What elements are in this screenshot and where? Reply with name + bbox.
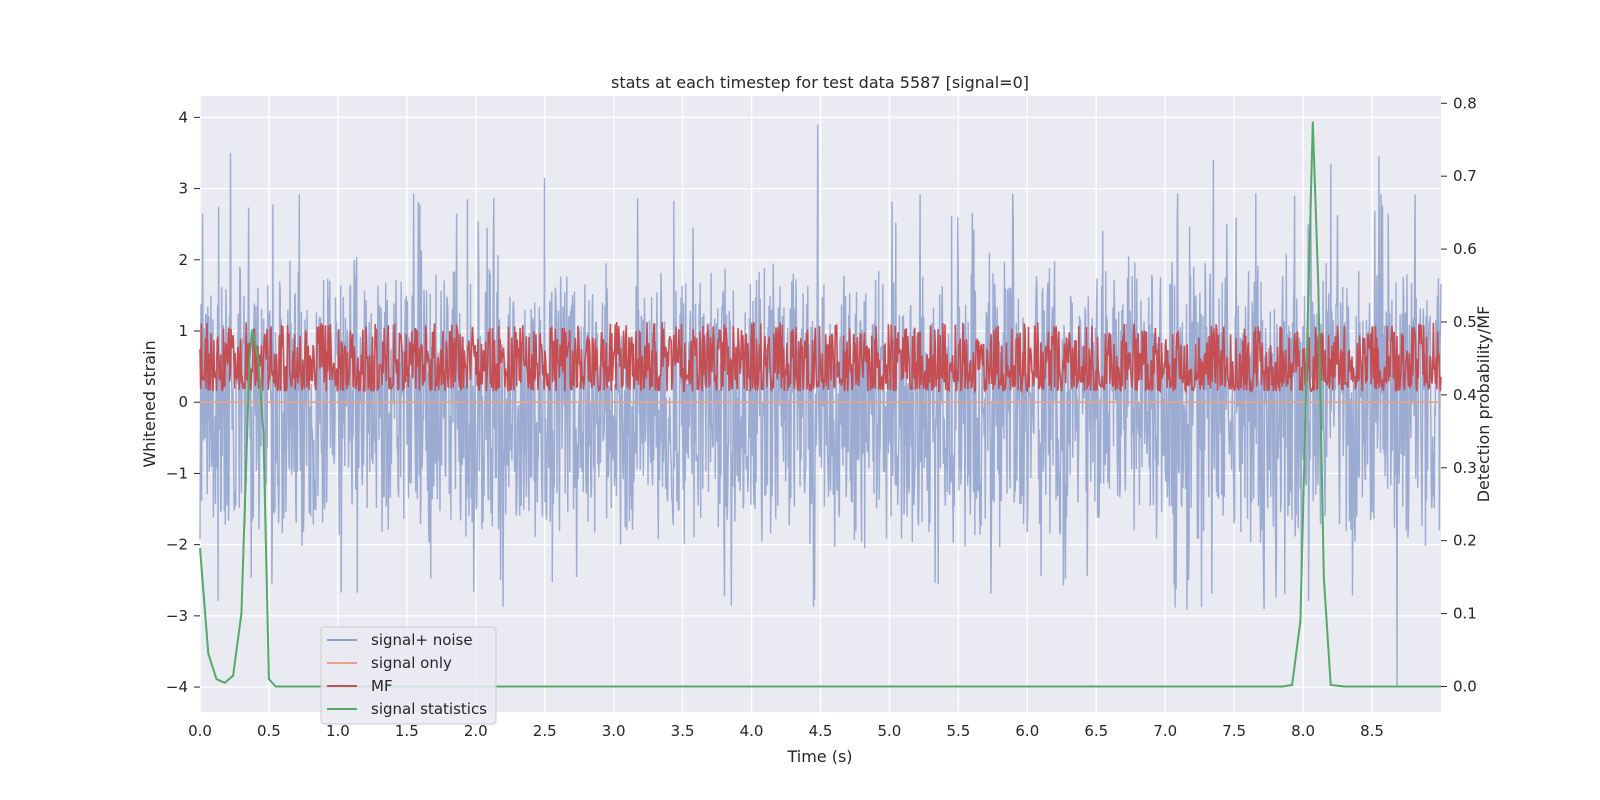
legend-box [320, 626, 497, 725]
y-right-tick-label: 0.1 [1453, 605, 1477, 623]
y-tick-label: −3 [166, 607, 188, 625]
legend-label: signal statistics [371, 700, 487, 718]
line-mf [199, 321, 1442, 394]
y-right-tick-label: 0.6 [1453, 240, 1477, 258]
x-tick-labels: 0.0 0.5 1.0 1.5 2.0 2.5 3.0 3.5 4.0 4.5 5.0 5.5 6.0 6… [188, 722, 1384, 740]
y-tick-labels: −4 −3 −2 −1 0 1 2 3 4 [166, 108, 200, 696]
x-tick-label: 7.0 [1153, 722, 1177, 740]
legend: signal+ noise signal only MF signal statist… [320, 626, 497, 725]
y-axis-label: Whitened strain [140, 340, 159, 467]
y-tick-label: 4 [178, 108, 188, 126]
legend-label: signal+ noise [371, 631, 473, 649]
x-tick-label: 2.5 [533, 722, 557, 740]
y-right-axis-label: Detection probability/MF [1474, 306, 1493, 503]
y-tick-label: −1 [166, 464, 188, 482]
series-mf [199, 321, 1442, 394]
x-tick-label: 7.5 [1222, 722, 1246, 740]
y-tick-label: −2 [166, 536, 188, 554]
x-tick-label: 2.0 [464, 722, 488, 740]
y-tick-label: 3 [178, 180, 188, 198]
x-tick-label: 5.0 [878, 722, 902, 740]
legend-label: MF [371, 677, 393, 695]
y-right-tick-label: 0.8 [1453, 94, 1477, 112]
x-tick-label: 1.0 [326, 722, 350, 740]
x-tick-label: 8.5 [1360, 722, 1384, 740]
x-tick-label: 6.5 [1084, 722, 1108, 740]
y-tick-label: −4 [166, 678, 188, 696]
series-signal-statistics [199, 121, 1441, 688]
y-right-tick-label: 0.0 [1453, 677, 1477, 695]
x-tick-label: 0.0 [188, 722, 212, 740]
chart-title: stats at each timestep for test data 558… [611, 73, 1029, 92]
line-signal-statistics [199, 121, 1441, 688]
x-tick-label: 4.5 [809, 722, 833, 740]
x-axis-label: Time (s) [786, 747, 852, 766]
line-signal-noise [199, 124, 1442, 688]
x-tick-label: 5.5 [946, 722, 970, 740]
x-tick-label: 3.0 [602, 722, 626, 740]
y-tick-label: 2 [178, 251, 188, 269]
x-tick-label: 0.5 [257, 722, 281, 740]
y-tick-label: 1 [178, 322, 188, 340]
series-signal-noise [199, 124, 1442, 688]
y-right-tick-label: 0.5 [1453, 313, 1477, 331]
x-tick-label: 1.5 [395, 722, 419, 740]
y-right-tick-label: 0.2 [1453, 532, 1477, 550]
x-tick-label: 3.5 [671, 722, 695, 740]
y-right-tick-labels: 0.0 0.1 0.2 0.3 0.4 0.5 0.6 0.7 0.8 [1441, 94, 1477, 695]
legend-label: signal only [371, 654, 452, 672]
x-tick-label: 6.0 [1015, 722, 1039, 740]
y-tick-label: 0 [178, 393, 188, 411]
y-right-tick-label: 0.3 [1453, 459, 1477, 477]
y-right-tick-label: 0.7 [1453, 167, 1477, 185]
x-tick-label: 8.0 [1291, 722, 1315, 740]
y-right-tick-label: 0.4 [1453, 386, 1477, 404]
x-tick-label: 4.0 [740, 722, 764, 740]
